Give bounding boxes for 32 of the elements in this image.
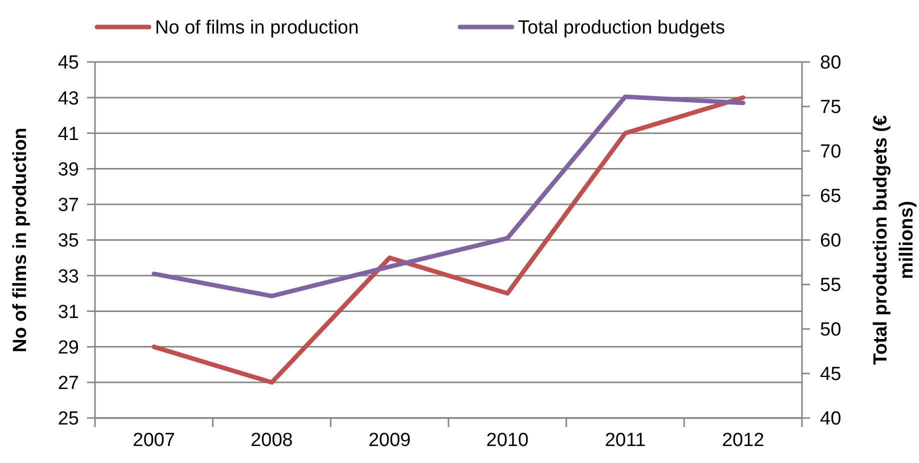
line-series: [152, 94, 746, 298]
x-tick-label: 2007: [132, 430, 176, 451]
y2-tick-label: 40: [820, 408, 842, 430]
y2-tick-label: 70: [820, 142, 842, 163]
y-tick-label: 39: [58, 159, 79, 180]
x-tick-label: 2008: [250, 430, 293, 451]
y-tick-label: 45: [58, 52, 79, 74]
legend-label: Total production budgets: [518, 18, 726, 39]
y2-tick-label: 60: [820, 230, 842, 252]
y-axis-title: No of films in production: [10, 128, 31, 352]
y2-tick-label: 80: [820, 52, 842, 74]
y-tick-label: 41: [58, 124, 79, 145]
y2-tick-label: 50: [820, 320, 842, 341]
x-tick-label: 2009: [368, 430, 411, 451]
x-tick-label: 2012: [722, 430, 764, 451]
y2-tick-label: 75: [820, 97, 842, 118]
y-tick-label: 25: [58, 408, 79, 430]
legend-label: No of films in production: [155, 18, 359, 39]
y-tick-label: 27: [58, 373, 79, 394]
y2-axis-title: Total production budgets (€ millions): [870, 114, 918, 365]
x-tick-label: 2010: [486, 430, 529, 451]
x-tick-label: 2011: [604, 430, 646, 451]
y-tick-label: 37: [58, 195, 79, 216]
y-tick-label: 33: [58, 266, 79, 288]
y-tick-label: 35: [58, 230, 79, 252]
y2-tick-label: 55: [820, 275, 842, 296]
line-series: [152, 95, 746, 385]
y-tick-label: 29: [58, 337, 79, 358]
y2-tick-label: 65: [820, 186, 842, 208]
y-tick-label: 31: [58, 302, 79, 323]
y2-tick-label: 45: [820, 364, 842, 386]
y-tick-label: 43: [58, 88, 79, 110]
